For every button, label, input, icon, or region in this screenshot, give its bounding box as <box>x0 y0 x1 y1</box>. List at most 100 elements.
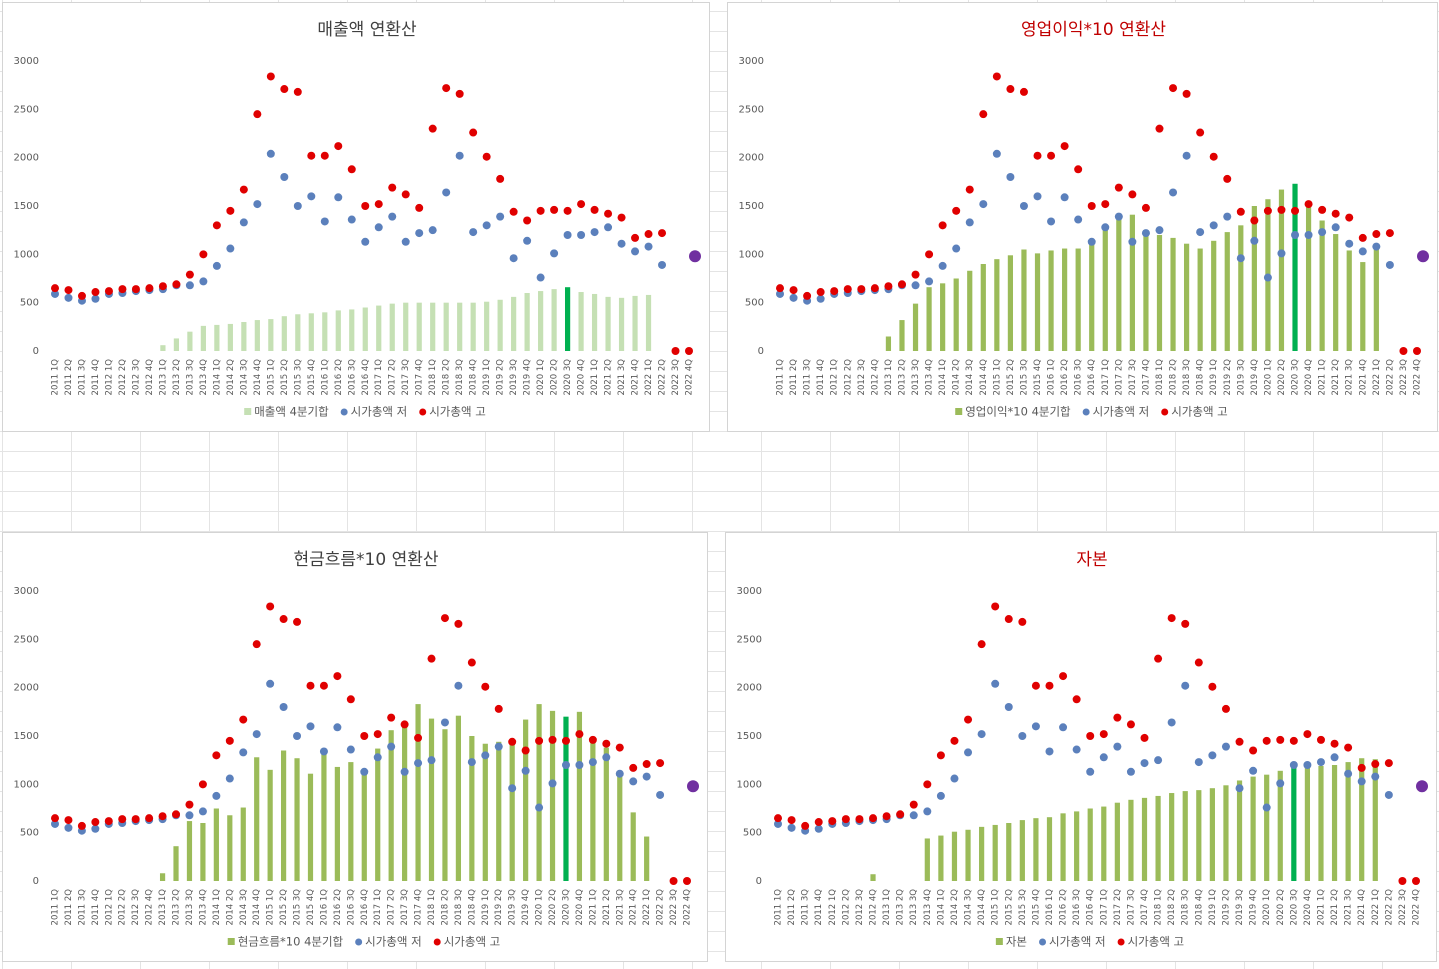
bar <box>160 345 166 351</box>
point <box>952 244 961 253</box>
bar <box>509 742 515 881</box>
x-tick-label: 2017 2Q <box>1114 359 1124 396</box>
point <box>239 185 248 194</box>
x-tick-label: 2020 2Q <box>550 359 560 396</box>
point <box>1045 681 1054 690</box>
bar <box>1129 214 1135 351</box>
point <box>658 260 667 269</box>
bar <box>644 836 650 881</box>
point <box>1059 723 1068 732</box>
x-tick-label: 2013 2Q <box>172 359 182 396</box>
y-tick-label: 0 <box>758 346 764 357</box>
x-tick-label: 2022 1Q <box>1371 889 1381 926</box>
x-tick-label: 2022 1Q <box>642 889 652 926</box>
bar <box>1087 808 1093 881</box>
point <box>104 287 113 296</box>
bar <box>1183 243 1190 351</box>
x-tick-label: 2018 4Q <box>1194 889 1204 926</box>
x-tick-label: 2018 4Q <box>1196 359 1206 396</box>
bar <box>213 808 219 881</box>
point <box>1031 681 1040 690</box>
point <box>1113 742 1122 751</box>
bar <box>1141 797 1148 881</box>
bar <box>1046 817 1053 881</box>
bar <box>967 270 973 351</box>
x-tick-label: 2022 4Q <box>1412 889 1422 926</box>
bar <box>1359 758 1365 881</box>
point <box>1413 347 1421 355</box>
x-tick-label: 2011 1Q <box>774 889 784 926</box>
point <box>814 824 823 833</box>
point <box>91 288 100 297</box>
x-tick-label: 2019 4Q <box>1250 359 1260 396</box>
point <box>199 250 208 259</box>
point <box>1235 737 1244 746</box>
point <box>977 730 986 739</box>
x-tick-label: 2015 4Q <box>1031 889 1041 926</box>
bar <box>376 305 382 351</box>
x-tick-label: 2019 1Q <box>1209 359 1219 396</box>
y-tick-label: 0 <box>33 876 39 887</box>
bar <box>254 757 260 881</box>
bar <box>294 758 300 881</box>
point <box>615 743 624 752</box>
x-tick-label: 2019 2Q <box>1221 889 1231 926</box>
x-tick-label: 2011 1Q <box>51 889 61 926</box>
point <box>841 815 850 824</box>
x-tick-label: 2013 2Q <box>172 889 182 926</box>
bar <box>1345 762 1351 881</box>
point <box>1194 658 1203 667</box>
x-tick-label: 2014 1Q <box>212 889 222 926</box>
legend-swatch <box>1117 938 1125 946</box>
point <box>602 739 611 748</box>
point <box>588 758 597 767</box>
point <box>481 682 490 691</box>
point <box>1249 766 1258 775</box>
bar <box>1305 206 1312 351</box>
bar <box>469 736 475 881</box>
point <box>602 753 611 762</box>
y-tick-label: 1000 <box>737 779 762 790</box>
x-tick-label: 2018 1Q <box>427 889 437 926</box>
x-tick-label: 2019 2Q <box>1223 359 1233 396</box>
point <box>1235 784 1244 793</box>
point <box>1072 745 1081 754</box>
point <box>440 718 449 727</box>
point <box>427 756 436 765</box>
x-tick-label: 2012 2Q <box>843 359 853 396</box>
bar <box>362 307 368 351</box>
chart: 자본 0 500 1000 1500 2000 2500 3000 2011 1Q 2011 2Q… <box>725 532 1437 962</box>
legend: 현금흐름*10 4분기합 시가총액 저 시가총액 고 <box>227 935 500 949</box>
bar <box>484 301 490 351</box>
y-tick-label: 3000 <box>737 586 762 597</box>
x-tick-label: 2016 2Q <box>1059 889 1069 926</box>
point <box>266 72 275 81</box>
point <box>455 151 464 160</box>
point <box>1331 209 1340 218</box>
x-tick-label: 2022 3Q <box>671 359 681 396</box>
bar <box>482 743 488 881</box>
point <box>467 758 476 767</box>
x-tick-label: 2012 1Q <box>830 359 840 396</box>
point <box>535 736 544 745</box>
point <box>158 812 167 821</box>
point <box>199 277 208 286</box>
point <box>253 200 262 209</box>
point <box>454 681 463 690</box>
bar <box>1250 776 1256 881</box>
bar <box>240 807 246 881</box>
point <box>1262 736 1271 745</box>
x-tick-label: 2017 3Q <box>400 889 410 926</box>
x-tick-label: 2018 2Q <box>442 359 452 396</box>
point <box>1303 761 1312 769</box>
point <box>1371 760 1380 769</box>
x-tick-label: 2022 3Q <box>669 889 679 926</box>
point <box>226 206 235 215</box>
point <box>320 151 329 160</box>
x-tick-label: 2013 3Q <box>185 359 195 396</box>
bar <box>980 264 986 351</box>
x-tick-label: 2018 1Q <box>428 359 438 396</box>
point <box>1384 759 1393 768</box>
point <box>1263 206 1272 215</box>
point <box>870 284 879 293</box>
